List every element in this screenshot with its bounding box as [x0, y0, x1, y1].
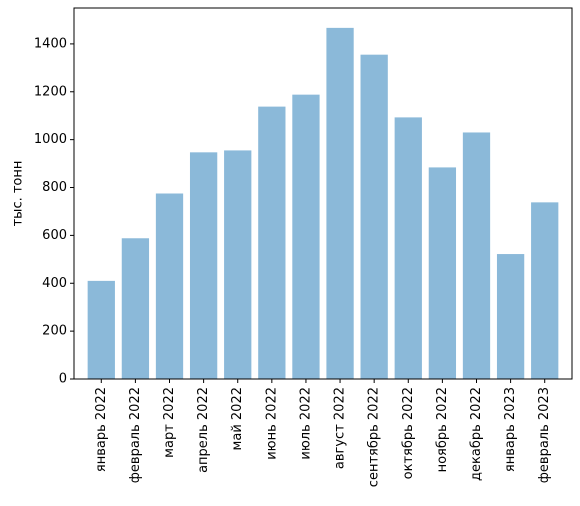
bar-6	[258, 106, 286, 379]
x-tick-label: январь 2023	[503, 387, 518, 472]
bar-10	[394, 117, 422, 379]
y-tick-label: 1200	[34, 84, 67, 99]
bar-3	[155, 193, 184, 379]
bar-4	[189, 152, 218, 379]
y-tick-label: 1000	[34, 132, 67, 147]
x-tick-label: апрель 2022	[196, 387, 211, 473]
x-tick-label: декабрь 2022	[469, 387, 484, 481]
x-tick-label: сентябрь 2022	[367, 387, 382, 487]
x-tick-label: май 2022	[230, 387, 245, 450]
y-tick-label: 200	[42, 324, 67, 339]
y-axis: 0 200 400 600 800 1000 1200 1400	[34, 36, 74, 387]
plot-frame	[73, 7, 573, 380]
bar-7	[292, 94, 320, 379]
x-tick-label: август 2022	[333, 387, 348, 469]
bar-8	[326, 27, 354, 379]
bar-9	[360, 54, 388, 379]
x-tick-label: февраль 2023	[537, 387, 552, 483]
y-tick-label: 0	[59, 372, 67, 387]
x-tick-label: октябрь 2022	[401, 387, 416, 479]
bar-14	[531, 202, 559, 379]
x-tick-label: июль 2022	[298, 387, 313, 460]
bars-group	[87, 27, 559, 379]
x-tick-label: январь 2022	[94, 387, 109, 472]
x-tick-label: февраль 2022	[128, 387, 143, 483]
y-tick-label: 1400	[34, 36, 67, 51]
bar-13	[496, 254, 525, 379]
bar-5	[224, 150, 252, 379]
bar-12	[462, 132, 491, 379]
y-axis-label: тыс. тонн	[11, 161, 26, 227]
bar-2	[121, 238, 150, 379]
bar-11	[428, 167, 457, 379]
y-tick-label: 400	[42, 276, 67, 291]
x-axis: январь 2022 февраль 2022 март 2022 апрель 2…	[94, 379, 552, 487]
bar-1	[87, 280, 115, 379]
x-tick-label: июнь 2022	[264, 387, 279, 460]
y-tick-label: 600	[42, 228, 67, 243]
x-tick-label: ноябрь 2022	[435, 387, 450, 472]
x-tick-label: март 2022	[162, 387, 177, 458]
y-tick-label: 800	[42, 180, 67, 195]
